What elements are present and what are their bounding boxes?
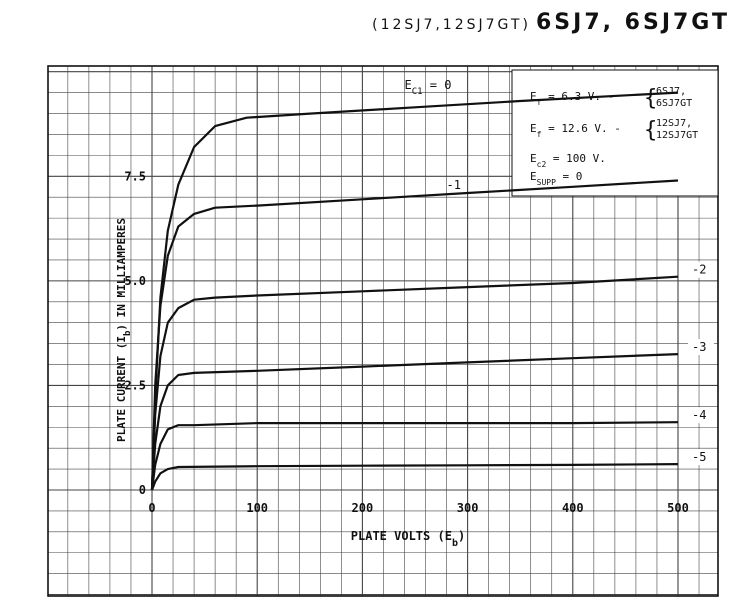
legend-annotation: ESUPP = 0 (530, 170, 582, 187)
curve-label: -3 (692, 340, 706, 354)
curve-label: -2 (692, 263, 706, 277)
x-tick-label: 400 (562, 501, 584, 515)
curve-label-bg (688, 261, 714, 278)
y-tick-label: 7.5 (124, 169, 146, 183)
x-tick-labels: 0 100 200 300 400 500 (148, 501, 688, 515)
legend-box (511, 69, 719, 197)
chart-main-title: 6SJ7, 6SJ7GT (536, 10, 730, 35)
curve-labels: EC1 = 0 -1 -2 -3 -4 -5 (404, 78, 714, 466)
y-tick-label: 0 (139, 483, 146, 497)
legend-annotation: Ef = 12.6 V. - (530, 122, 621, 139)
curve-line (150, 463, 679, 491)
legend-brace-item: 6SJ7, (656, 86, 686, 97)
brace-glyph: { (644, 86, 657, 111)
y-tick-label: 5.0 (124, 274, 146, 288)
curve-label: -4 (692, 408, 706, 422)
chart-frame (47, 65, 719, 597)
legend-annotation: Ef = 6.3 V. - (530, 90, 614, 107)
chart-title: (12SJ7,12SJ7GT) 6SJ7, 6SJ7GT (0, 10, 730, 35)
brace-glyph: { (644, 118, 657, 143)
legend-brace-item: 12SJ7, (656, 118, 692, 129)
legend-brace-item: 6SJ7GT (656, 98, 692, 109)
curve-line (150, 421, 679, 491)
curve-line (150, 179, 679, 491)
chart-subtitle: (12SJ7,12SJ7GT) (372, 17, 531, 33)
curve-label-bg (688, 407, 714, 424)
legend-annotation: Ec2 = 100 V. (530, 152, 606, 169)
y-tick-labels: 0 2.5 5.0 7.5 (124, 169, 146, 497)
grid-lines (48, 66, 718, 596)
legend-annotations: Ef = 6.3 V. - {6SJ7,6SJ7GT Ef = 12.6 V. - {… (530, 86, 698, 187)
x-tick-label: 100 (246, 501, 268, 515)
curve-line (150, 275, 679, 491)
y-axis-label: PLATE CURRENT (Ib) IN MILLIAMPERES (115, 218, 133, 442)
curve-line (150, 353, 679, 491)
curve-label-bg (688, 339, 714, 356)
x-tick-label: 500 (667, 501, 689, 515)
curve-label: -5 (692, 450, 706, 464)
legend-brace-item: 12SJ7GT (656, 130, 698, 141)
x-tick-label: 300 (457, 501, 479, 515)
curve-label: EC1 = 0 (404, 78, 451, 97)
curve-label: -1 (447, 178, 461, 192)
x-axis-label: PLATE VOLTS (Eb) (351, 529, 465, 549)
curve-label-bg (688, 449, 714, 466)
curves (150, 91, 679, 491)
y-tick-label: 2.5 (124, 378, 146, 392)
x-tick-label: 200 (352, 501, 374, 515)
x-tick-label: 0 (148, 501, 155, 515)
